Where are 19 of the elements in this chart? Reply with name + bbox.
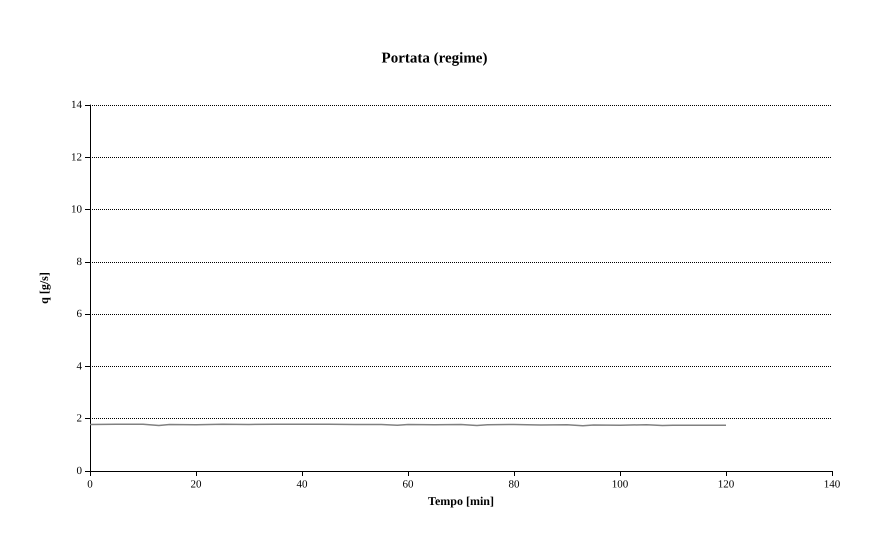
y-axis-title: q [g/s]: [37, 272, 51, 304]
x-axis-title: Tempo [min]: [428, 494, 494, 508]
x-tick-label: 100: [612, 478, 629, 490]
y-tick-label: 4: [76, 360, 82, 372]
x-tick-label: 140: [824, 478, 841, 490]
x-tick-label: 80: [508, 478, 520, 490]
y-tick-label: 6: [76, 308, 82, 320]
y-tick-label: 2: [76, 412, 82, 425]
y-tick-label: 8: [76, 256, 82, 268]
x-tick-label: 0: [87, 478, 94, 490]
y-tick-label: 14: [71, 99, 82, 111]
y-tick-label: 12: [71, 151, 82, 164]
x-tick-label: 60: [402, 478, 414, 490]
x-tick-label: 40: [296, 478, 308, 490]
x-tick-label: 20: [190, 478, 202, 490]
chart-title: Portata (regime): [382, 50, 488, 66]
y-tick-label: 10: [71, 204, 82, 216]
y-tick-label: 0: [76, 465, 82, 477]
x-tick-label: 120: [718, 478, 735, 490]
